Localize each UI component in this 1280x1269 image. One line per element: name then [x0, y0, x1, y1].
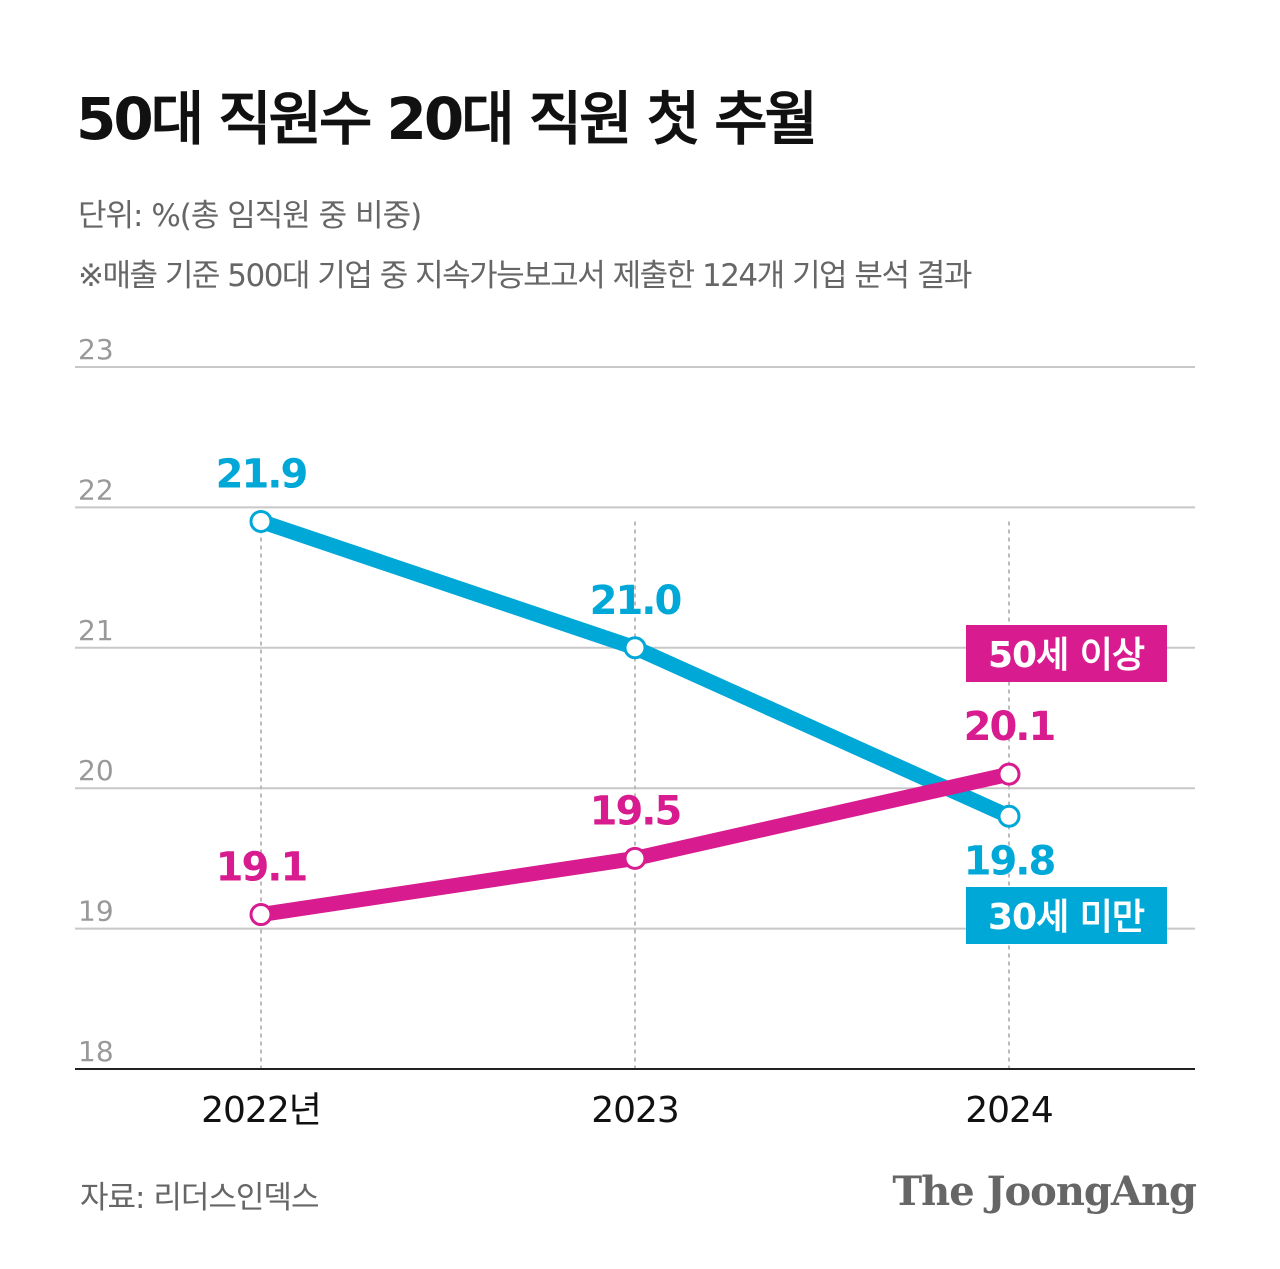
x-tick-label: 2023 [591, 1090, 679, 1131]
publisher-logo: The JoongAng [892, 1168, 1197, 1215]
data-point [623, 636, 647, 660]
legend-label: 30세 미만 [988, 897, 1145, 938]
data-label: 19.8 [964, 838, 1055, 884]
legend-box [966, 887, 1167, 944]
data-label: 19.1 [216, 845, 307, 891]
data-point [997, 762, 1021, 786]
footnote: ※매출 기준 500대 기업 중 지속가능보고서 제출한 124개 기업 분석 … [78, 258, 972, 294]
y-tick-label: 21 [78, 614, 114, 647]
x-tick-label: 2024 [965, 1090, 1053, 1131]
y-tick-label: 22 [78, 473, 114, 506]
data-point [623, 846, 647, 870]
y-tick-label: 18 [78, 1035, 114, 1068]
y-tick-label: 20 [78, 754, 114, 787]
x-tick-label: 2022년 [201, 1090, 321, 1131]
y-tick-label: 19 [78, 895, 114, 928]
unit-label: 단위: %(총 임직원 중 비중) [78, 198, 422, 234]
data-point [249, 509, 273, 533]
data-label: 21.0 [590, 578, 681, 624]
source-label: 자료: 리더스인덱스 [80, 1180, 319, 1216]
data-label: 20.1 [964, 704, 1055, 750]
data-label: 21.9 [216, 451, 307, 497]
data-label: 19.5 [590, 788, 681, 834]
legend-box [966, 625, 1167, 682]
legend-label: 50세 이상 [988, 635, 1145, 676]
page-title: 50대 직원수 20대 직원 첫 추월 [76, 85, 818, 153]
y-tick-label: 23 [78, 333, 114, 366]
data-point [997, 804, 1021, 828]
data-point [249, 903, 273, 927]
